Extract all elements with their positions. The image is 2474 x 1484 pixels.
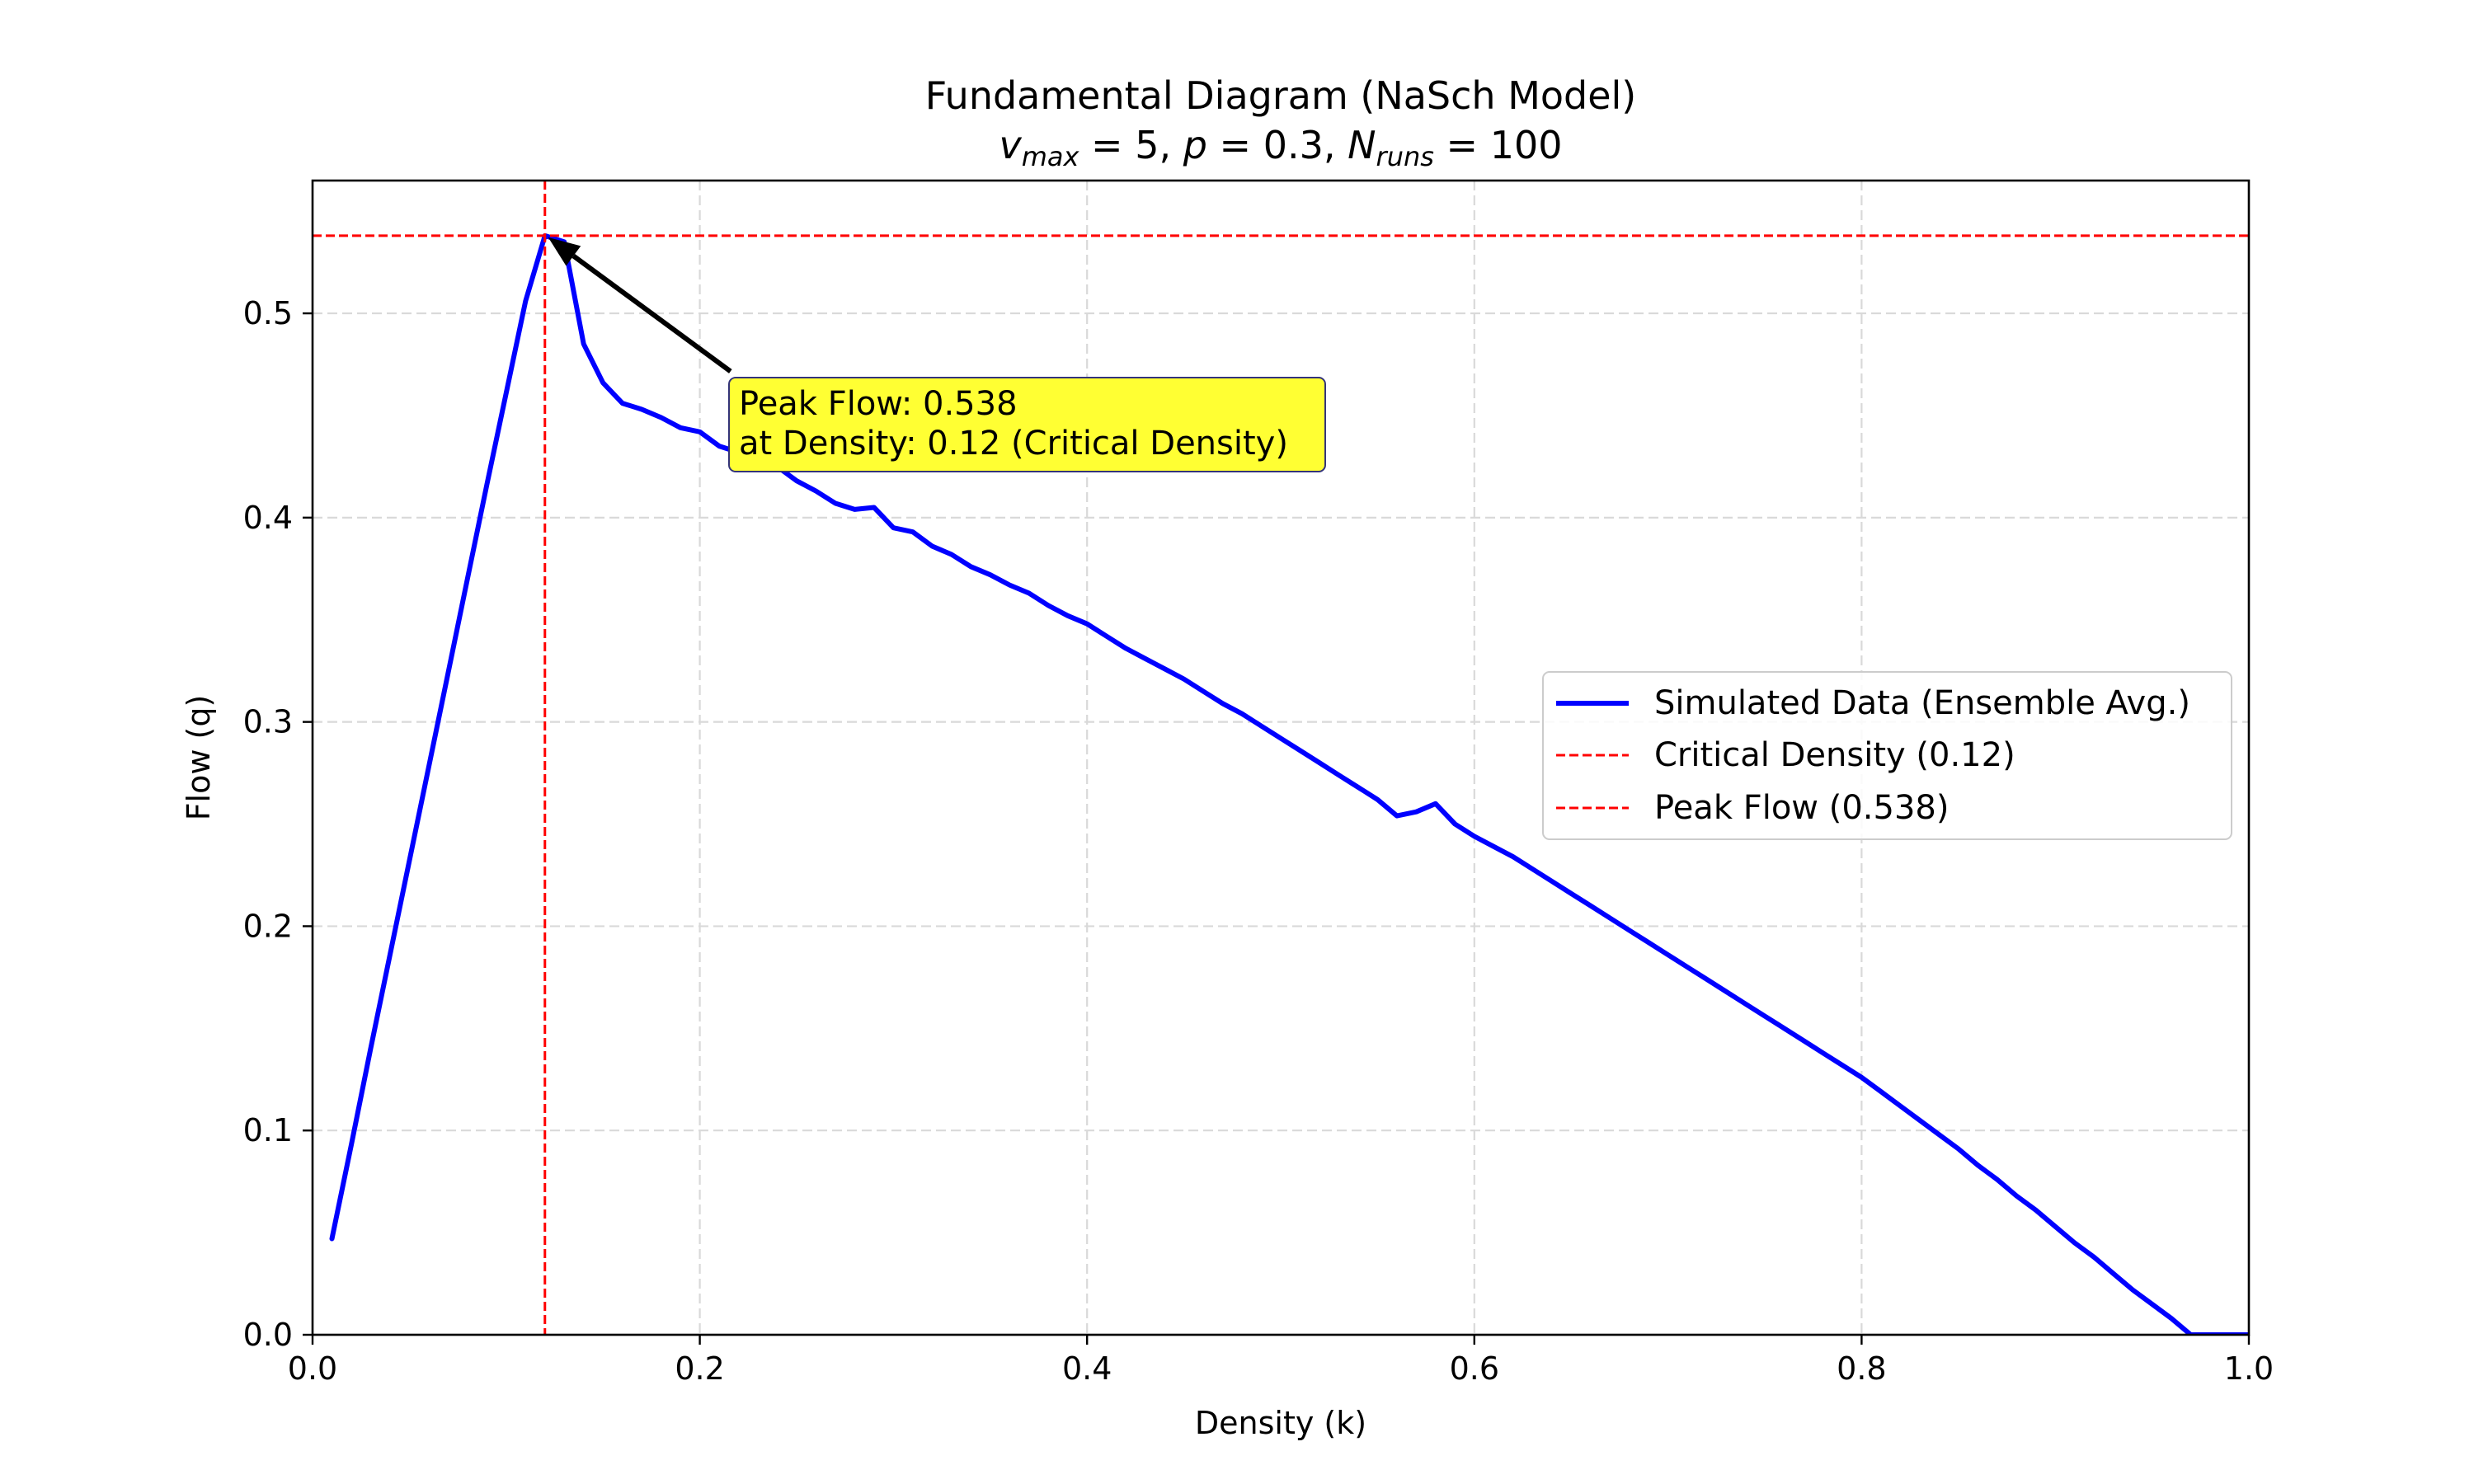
peak-annotation: Peak Flow: 0.538 at Density: 0.12 (Criti… [548, 237, 1326, 472]
y-tick-label: 0.3 [243, 704, 293, 740]
annotation-line-1: Peak Flow: 0.538 [739, 385, 1018, 423]
x-tick-label: 0.4 [1062, 1350, 1112, 1387]
legend-label-simulated: Simulated Data (Ensemble Avg.) [1654, 684, 2190, 722]
axis-ticks: 0.0 0.2 0.4 0.6 0.8 1.0 0.0 0.1 0.2 0.3 0.4 0.5 [243, 295, 2274, 1387]
y-tick-label: 0.4 [243, 500, 293, 536]
legend-label-critical-density: Critical Density (0.12) [1654, 736, 2015, 774]
axes-frame [311, 179, 2251, 1336]
x-tick-label: 0.2 [675, 1350, 724, 1387]
legend: Simulated Data (Ensemble Avg.) Critical … [1542, 671, 2232, 840]
y-axis-label: Flow (q) [181, 695, 217, 821]
legend-frame [1542, 671, 2232, 840]
y-tick-label: 0.5 [243, 295, 293, 331]
x-tick-label: 1.0 [2224, 1350, 2274, 1387]
y-tick-label: 0.1 [243, 1112, 293, 1148]
x-tick-label: 0.0 [288, 1350, 337, 1387]
annotation-arrow [571, 253, 732, 373]
series-line-simulated [329, 232, 2249, 1335]
plot-area [313, 181, 2249, 1335]
annotation-arrow-head [548, 237, 581, 266]
x-axis-label: Density (k) [1195, 1405, 1366, 1441]
y-tick-label: 0.0 [243, 1317, 293, 1353]
x-tick-label: 0.6 [1450, 1350, 1499, 1387]
chart-title: Fundamental Diagram (NaSch Model) [925, 73, 1637, 118]
legend-label-peak-flow: Peak Flow (0.538) [1654, 789, 1949, 827]
annotation-line-2: at Density: 0.12 (Critical Density) [739, 425, 1288, 463]
annotation-box [728, 377, 1326, 472]
chart-subtitle: vmax = 5, p = 0.3, Nruns = 100 [999, 123, 1562, 172]
y-tick-label: 0.2 [243, 908, 293, 944]
x-tick-label: 0.8 [1837, 1350, 1886, 1387]
grid [313, 181, 2249, 1335]
